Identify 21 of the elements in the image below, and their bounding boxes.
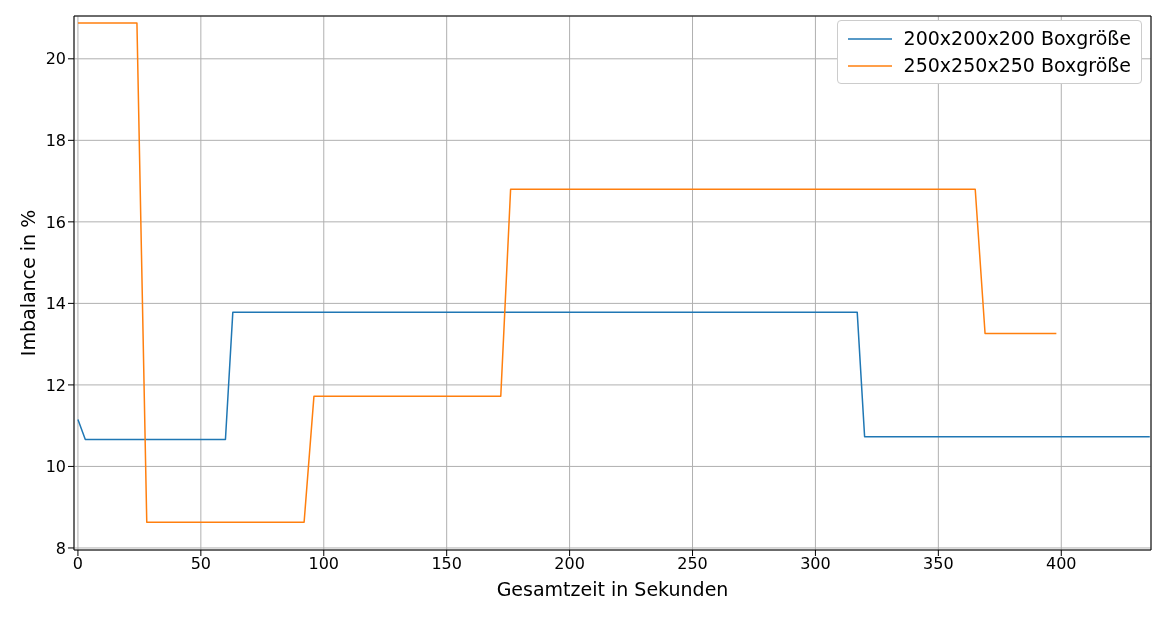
y-tick-label: 8	[55, 538, 66, 558]
y-axis-title: Imbalance in %	[16, 209, 39, 357]
y-tick-label: 12	[45, 375, 66, 395]
legend-label: 250x250x250 Boxgröße	[903, 53, 1131, 78]
x-tick-label: 200	[554, 554, 585, 574]
x-tick-label: 300	[800, 554, 831, 574]
x-axis-title: Gesamtzeit in Sekunden	[496, 578, 729, 600]
x-tick-label: 250	[677, 554, 708, 574]
x-tick-label: 50	[190, 554, 212, 574]
x-tick-label: 400	[1046, 554, 1077, 574]
y-tick-label: 20	[45, 49, 66, 69]
y-tick-label: 16	[45, 212, 66, 232]
line-series	[77, 311, 1151, 441]
x-tick-label: 150	[431, 554, 462, 574]
y-tick-label: 10	[45, 457, 66, 477]
x-tick-label: 350	[923, 554, 954, 574]
y-tick-label: 14	[45, 294, 66, 314]
x-tick-label: 100	[308, 554, 340, 574]
legend-label: 200x200x200 Boxgröße	[903, 26, 1131, 51]
y-tick-label: 18	[45, 131, 66, 151]
x-tick-label: 0	[72, 554, 84, 574]
